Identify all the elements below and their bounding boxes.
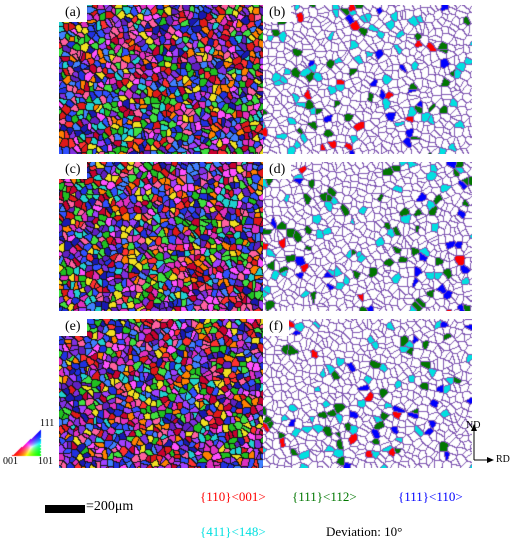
panel-c: (c) — [59, 162, 268, 311]
panel-label-d: (d) — [263, 162, 292, 179]
texture-map-b — [263, 5, 472, 154]
texture-map-d — [263, 162, 472, 311]
panel-label-a: (a) — [59, 5, 87, 22]
ipf-color-triangle — [0, 410, 60, 470]
ipf-map-a — [59, 5, 268, 154]
panel-label-f: (f) — [263, 319, 289, 336]
ipf-label-111: 111 — [40, 418, 55, 429]
deviation-label: Deviation: 10° — [326, 524, 403, 539]
ipf-color-triangle-legend: 111 001 101 — [0, 410, 60, 470]
panel-e: (e) — [59, 319, 268, 468]
panel-label-c: (c) — [59, 162, 87, 179]
panel-f: (f) — [263, 319, 472, 468]
axes-arrows — [471, 424, 494, 463]
axis-label-nd: ND — [466, 420, 481, 431]
texture-legend-111-110: {111}<110> — [398, 489, 463, 504]
texture-legend-411-148: {411}<148> — [200, 524, 266, 539]
ipf-map-c — [59, 162, 268, 311]
ipf-label-101: 101 — [38, 456, 53, 467]
axis-label-rd: RD — [496, 454, 510, 465]
scale-bar — [45, 505, 85, 513]
panel-label-b: (b) — [263, 5, 292, 22]
texture-legend-110-001: {110}<001> — [200, 489, 266, 504]
panel-label-e: (e) — [59, 319, 87, 336]
scale-bar-label: =200μm — [86, 499, 134, 514]
texture-legend-111-112: {111}<112> — [292, 489, 357, 504]
ipf-map-e — [59, 319, 268, 468]
texture-map-f — [263, 319, 472, 468]
panel-a: (a) — [59, 5, 268, 154]
ipf-label-001: 001 — [3, 456, 18, 467]
panel-d: (d) — [263, 162, 472, 311]
sample-axes: ND RD — [462, 420, 517, 470]
panel-b: (b) — [263, 5, 472, 154]
